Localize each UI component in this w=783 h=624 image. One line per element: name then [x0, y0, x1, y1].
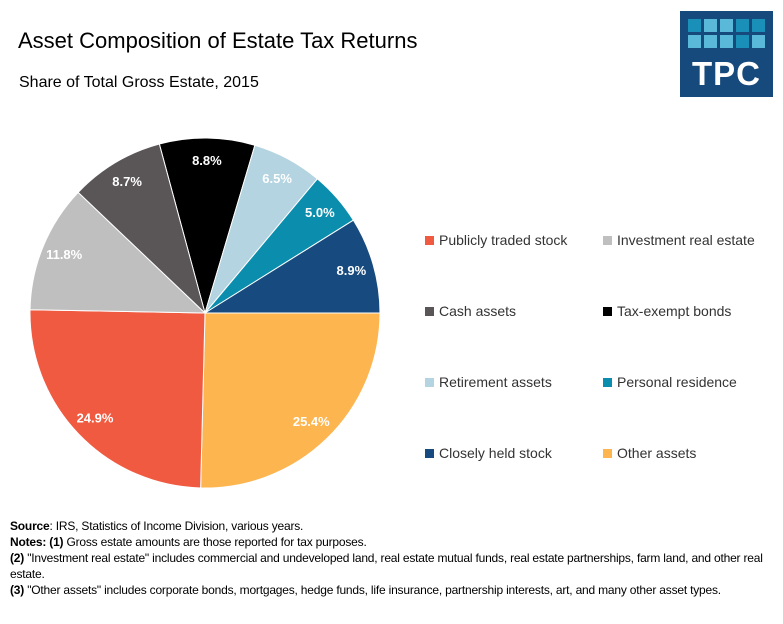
- legend-swatch: [603, 448, 612, 458]
- legend-label: Closely held stock: [439, 445, 552, 461]
- chart-subtitle: Share of Total Gross Estate, 2015: [19, 74, 259, 91]
- notes-label: Notes: (1): [10, 535, 64, 549]
- note-3-label: (3): [10, 583, 25, 597]
- logo-square: [752, 19, 765, 32]
- legend-item: Closely held stock: [425, 445, 552, 461]
- logo-text: TPC: [692, 55, 761, 92]
- logo-square: [688, 35, 701, 48]
- slice-label: 5.0%: [305, 205, 335, 220]
- legend-label: Other assets: [617, 445, 697, 461]
- tpc-logo: TPC: [680, 11, 773, 97]
- note-2-label: (2): [10, 551, 25, 565]
- legend-label: Personal residence: [617, 374, 737, 390]
- legend-item: Personal residence: [603, 374, 737, 390]
- legend-item: Retirement assets: [425, 374, 552, 390]
- legend-swatch: [603, 235, 612, 245]
- logo-square: [752, 35, 765, 48]
- slice-label: 8.8%: [192, 153, 222, 168]
- slice-label: 8.7%: [112, 174, 142, 189]
- legend-item: Investment real estate: [603, 232, 755, 248]
- legend-item: Cash assets: [425, 303, 516, 319]
- legend-swatch: [425, 448, 434, 458]
- pie-slice-tax-exempt-bonds: [158, 137, 256, 315]
- logo-square: [688, 19, 701, 32]
- logo-square: [720, 19, 733, 32]
- logo-square: [704, 35, 717, 48]
- logo-square: [736, 19, 749, 32]
- slice-label: 6.5%: [262, 171, 292, 186]
- pie-slice-other-assets: [200, 312, 381, 489]
- legend-item: Publicly traded stock: [425, 232, 567, 248]
- pie-slice-closely-held-stock: [203, 219, 381, 314]
- pie-slice-investment-real-estate: [29, 191, 207, 314]
- legend-swatch: [425, 235, 434, 245]
- legend-swatch: [425, 306, 434, 316]
- legend-label: Publicly traded stock: [439, 232, 568, 248]
- legend-swatch: [603, 377, 612, 387]
- legend-label: Tax-exempt bonds: [617, 303, 732, 319]
- slice-label: 24.9%: [77, 410, 114, 425]
- slice-label: 8.9%: [337, 263, 367, 278]
- legend-swatch: [425, 377, 434, 387]
- legend-label: Investment real estate: [617, 232, 755, 248]
- legend-item: Other assets: [603, 445, 696, 461]
- chart-title: Asset Composition of Estate Tax Returns: [18, 28, 418, 53]
- note-3: "Other assets" includes corporate bonds,…: [24, 583, 721, 597]
- slice-label: 11.8%: [46, 247, 83, 262]
- note-2: "Investment real estate" includes commer…: [10, 551, 763, 581]
- slice-label: 25.4%: [293, 414, 330, 429]
- notes: Source: IRS, Statistics of Income Divisi…: [10, 518, 770, 598]
- legend-label: Retirement assets: [439, 374, 552, 390]
- pie-chart: 8.8% 6.5% 5.0% 8.9% 25.4% 24.9% 11.8% 8.7%: [29, 137, 381, 489]
- note-1: Gross estate amounts are those reported …: [63, 535, 367, 549]
- legend-swatch: [603, 306, 612, 316]
- source-label: Source: [10, 519, 50, 533]
- logo-square: [736, 35, 749, 48]
- pie-slice-cash-assets: [77, 143, 206, 315]
- pie-slice-publicly-traded-stock: [29, 309, 206, 489]
- legend-item: Tax-exempt bonds: [603, 303, 731, 319]
- source-text: : IRS, Statistics of Income Division, va…: [49, 519, 304, 533]
- logo-square: [704, 19, 717, 32]
- logo-square: [720, 35, 733, 48]
- legend-label: Cash assets: [439, 303, 517, 319]
